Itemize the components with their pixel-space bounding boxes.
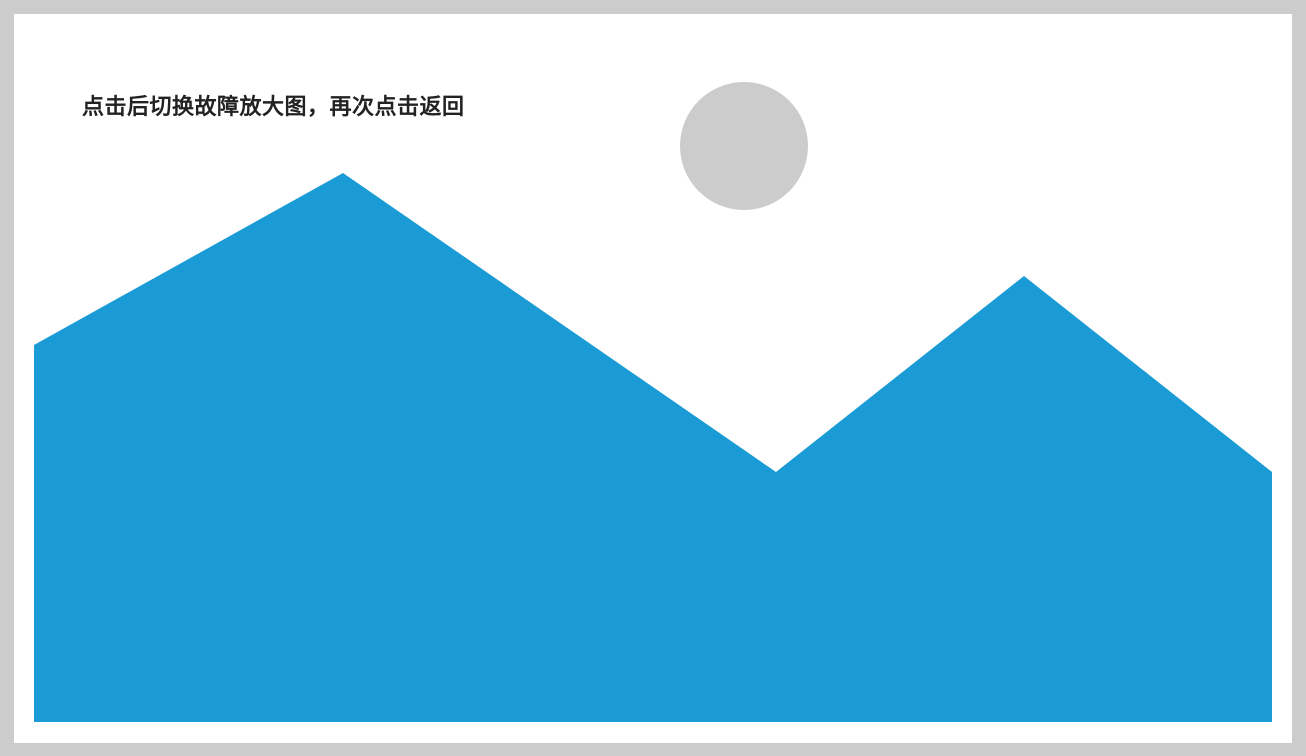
toggle-hint-text: 点击后切换故障放大图，再次点击返回 (82, 94, 465, 120)
fault-image-placeholder[interactable]: 点击后切换故障放大图，再次点击返回 (14, 14, 1292, 743)
image-placeholder-icon (34, 82, 1272, 722)
sun-shape (680, 82, 808, 210)
mountain-shape (34, 173, 1272, 722)
